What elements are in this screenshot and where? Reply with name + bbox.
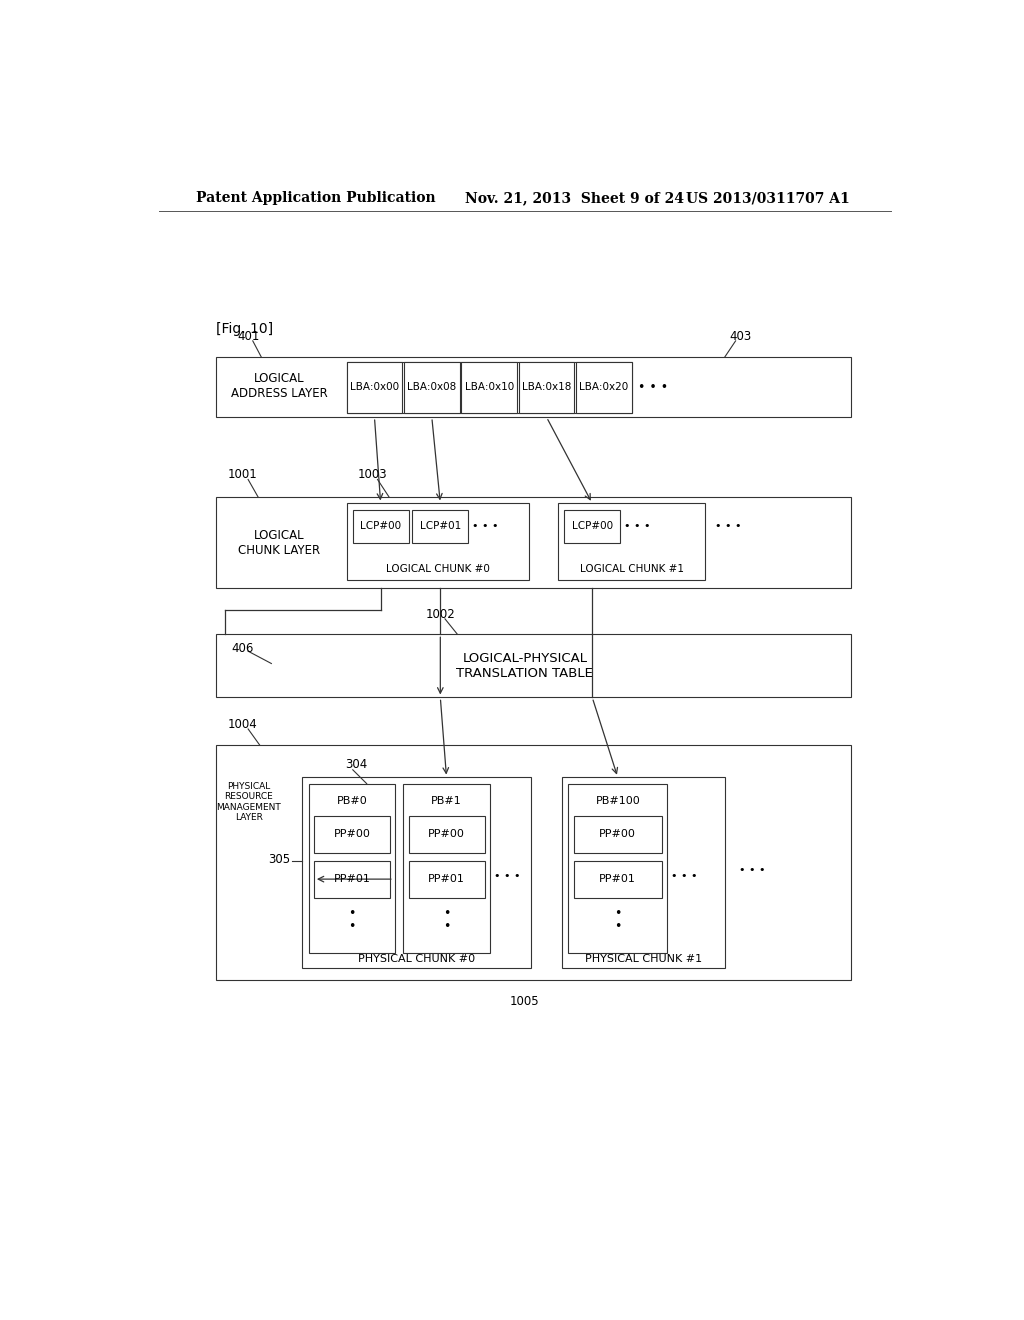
Text: 1005: 1005 bbox=[510, 995, 540, 1008]
Text: PP#01: PP#01 bbox=[599, 874, 636, 884]
Text: • • •: • • • bbox=[716, 521, 741, 532]
Text: 401: 401 bbox=[237, 330, 259, 343]
Bar bbox=[403, 784, 489, 953]
Text: • • •: • • • bbox=[671, 871, 697, 880]
Bar bbox=[314, 816, 390, 853]
Text: LOGICAL
CHUNK LAYER: LOGICAL CHUNK LAYER bbox=[238, 528, 321, 557]
Bar bbox=[573, 816, 662, 853]
Bar bbox=[346, 503, 528, 581]
Text: PB#100: PB#100 bbox=[595, 796, 640, 805]
Text: PP#00: PP#00 bbox=[599, 829, 636, 840]
Bar bbox=[302, 777, 531, 969]
Text: 305: 305 bbox=[268, 853, 291, 866]
Text: 1001: 1001 bbox=[227, 467, 258, 480]
Text: • • •: • • • bbox=[738, 865, 765, 875]
Bar bbox=[461, 362, 517, 412]
Text: US 2013/0311707 A1: US 2013/0311707 A1 bbox=[686, 191, 850, 206]
Text: • • •: • • • bbox=[494, 871, 520, 880]
Bar bbox=[308, 784, 395, 953]
Bar bbox=[346, 362, 402, 412]
Text: •: • bbox=[348, 920, 355, 933]
Text: [Fig. 10]: [Fig. 10] bbox=[216, 322, 272, 337]
Text: LOGICAL-PHYSICAL
TRANSLATION TABLE: LOGICAL-PHYSICAL TRANSLATION TABLE bbox=[457, 652, 593, 680]
Text: •: • bbox=[442, 907, 451, 920]
Text: LBA:0x00: LBA:0x00 bbox=[350, 381, 399, 392]
Text: PHYSICAL
RESOURCE
MANAGEMENT
LAYER: PHYSICAL RESOURCE MANAGEMENT LAYER bbox=[216, 781, 282, 822]
Bar bbox=[352, 510, 409, 544]
Text: LBA:0x20: LBA:0x20 bbox=[580, 381, 629, 392]
Text: Patent Application Publication: Patent Application Publication bbox=[197, 191, 436, 206]
Text: •: • bbox=[442, 920, 451, 933]
Text: LOGICAL
ADDRESS LAYER: LOGICAL ADDRESS LAYER bbox=[230, 372, 328, 400]
Text: LBA:0x10: LBA:0x10 bbox=[465, 381, 514, 392]
Text: 304: 304 bbox=[345, 758, 368, 771]
Text: PP#01: PP#01 bbox=[334, 874, 371, 884]
Text: LOGICAL CHUNK #0: LOGICAL CHUNK #0 bbox=[386, 564, 489, 574]
Text: •: • bbox=[614, 920, 622, 933]
Bar bbox=[346, 362, 632, 412]
Text: 1003: 1003 bbox=[357, 467, 387, 480]
Text: • • •: • • • bbox=[624, 521, 650, 532]
Bar bbox=[573, 861, 662, 898]
Bar bbox=[575, 362, 632, 412]
Bar bbox=[564, 510, 621, 544]
Bar bbox=[568, 784, 668, 953]
Text: •: • bbox=[614, 907, 622, 920]
Text: LCP#00: LCP#00 bbox=[571, 521, 612, 532]
Text: PB#0: PB#0 bbox=[337, 796, 368, 805]
Text: PP#01: PP#01 bbox=[428, 874, 465, 884]
Text: 403: 403 bbox=[729, 330, 752, 343]
Bar bbox=[216, 358, 851, 417]
Bar bbox=[518, 362, 574, 412]
Text: LOGICAL CHUNK #1: LOGICAL CHUNK #1 bbox=[580, 564, 684, 574]
Text: PHYSICAL CHUNK #0: PHYSICAL CHUNK #0 bbox=[358, 954, 475, 964]
Text: PHYSICAL CHUNK #1: PHYSICAL CHUNK #1 bbox=[585, 954, 701, 964]
Text: LBA:0x18: LBA:0x18 bbox=[522, 381, 571, 392]
Text: LCP#01: LCP#01 bbox=[420, 521, 461, 532]
Bar bbox=[413, 510, 468, 544]
Bar bbox=[216, 635, 851, 697]
Text: 1002: 1002 bbox=[425, 607, 456, 620]
Bar bbox=[558, 503, 706, 581]
Bar bbox=[216, 498, 851, 589]
Text: 1004: 1004 bbox=[227, 718, 258, 731]
Bar bbox=[216, 744, 851, 979]
Text: PB#1: PB#1 bbox=[431, 796, 462, 805]
Text: •: • bbox=[348, 907, 355, 920]
Bar bbox=[409, 861, 484, 898]
Bar bbox=[314, 861, 390, 898]
Bar bbox=[403, 362, 460, 412]
Bar bbox=[409, 816, 484, 853]
Text: • • •: • • • bbox=[638, 380, 669, 393]
Text: LBA:0x08: LBA:0x08 bbox=[408, 381, 457, 392]
Text: PP#00: PP#00 bbox=[428, 829, 465, 840]
Bar bbox=[562, 777, 725, 969]
Text: 406: 406 bbox=[231, 642, 254, 655]
Text: PP#00: PP#00 bbox=[334, 829, 371, 840]
Text: Nov. 21, 2013  Sheet 9 of 24: Nov. 21, 2013 Sheet 9 of 24 bbox=[465, 191, 684, 206]
Text: • • •: • • • bbox=[472, 521, 499, 532]
Text: LCP#00: LCP#00 bbox=[360, 521, 401, 532]
